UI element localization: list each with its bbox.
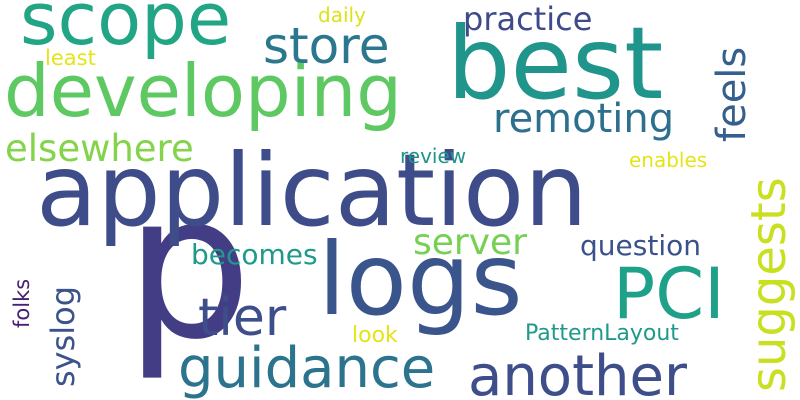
word-another: another	[468, 344, 688, 400]
word-elsewhere: elsewhere	[5, 127, 194, 170]
word-look: look	[352, 323, 398, 348]
word-question: question	[580, 229, 701, 262]
word-scope: scope	[20, 0, 231, 61]
word-least: least	[45, 46, 96, 70]
word-becomes: becomes	[191, 238, 318, 271]
word-folks: folks	[10, 279, 34, 328]
word-daily: daily	[318, 3, 366, 27]
word-enables: enables	[629, 148, 707, 172]
word-logs: logs	[318, 221, 523, 338]
word-PatternLayout: PatternLayout	[525, 321, 679, 346]
word-tier: tier	[198, 288, 287, 348]
word-practice: practice	[463, 0, 592, 38]
word-best: best	[447, 5, 663, 122]
word-feels: feels	[709, 47, 755, 142]
word-guidance: guidance	[178, 336, 435, 400]
word-store: store	[263, 17, 389, 75]
word-p: p	[125, 151, 252, 384]
word-application: application	[36, 132, 588, 249]
word-PCI: PCI	[613, 253, 725, 335]
word-remoting: remoting	[493, 96, 674, 142]
word-server: server	[413, 222, 527, 263]
word-syslog: syslog	[44, 286, 82, 387]
word-suggests: suggests	[741, 177, 797, 392]
word-developing: developing	[4, 49, 402, 133]
word-review: review	[400, 144, 466, 168]
